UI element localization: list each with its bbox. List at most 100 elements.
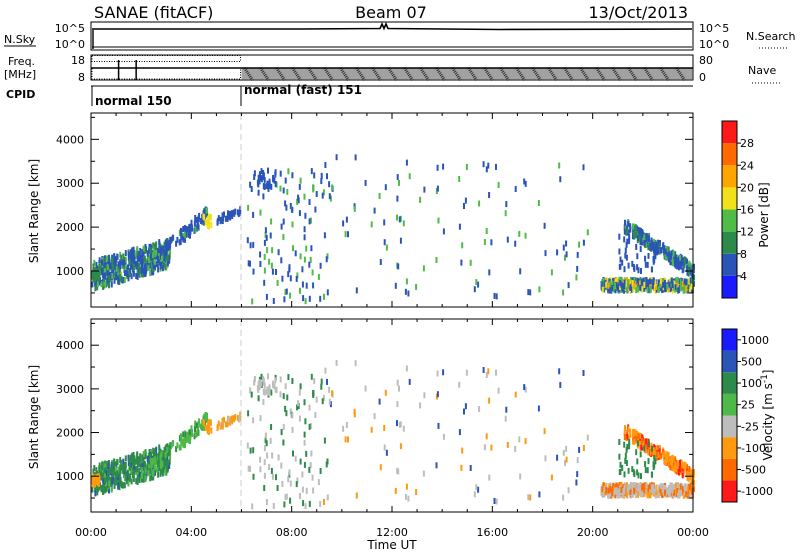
velocity-cell [170, 441, 173, 448]
power-cell [582, 239, 585, 246]
power-cell [121, 277, 124, 284]
velocity-cell [128, 457, 131, 463]
velocity-cell [122, 467, 125, 474]
power-cell [270, 262, 273, 269]
velocity-cell [666, 451, 668, 458]
velocity-cell [103, 477, 106, 484]
power-cell [437, 217, 440, 224]
power-cell [629, 226, 632, 233]
power-cell [180, 228, 183, 235]
velocity-cell [139, 472, 141, 479]
power-cell [150, 252, 153, 259]
nave-tick-top: 80 [699, 54, 713, 67]
velocity-cell [216, 425, 219, 432]
power-cell [524, 180, 527, 187]
power-cell [152, 269, 155, 276]
velocity-cell [120, 480, 123, 487]
power-cell [689, 286, 691, 293]
velocity-cell [193, 425, 196, 432]
velocity-cell [308, 423, 311, 430]
power-cell [641, 286, 644, 293]
velocity-cell [689, 482, 692, 489]
velocity-cell [308, 466, 311, 473]
velocity-cell [309, 423, 312, 429]
velocity-cell [154, 469, 156, 475]
velocity-cell [153, 464, 156, 471]
power-cell [674, 284, 677, 291]
velocity-cell [461, 447, 464, 454]
velocity-cell [673, 489, 675, 496]
power-cell [204, 219, 207, 226]
power-cell [482, 161, 485, 168]
power-cell [643, 240, 646, 247]
velocity-cell [619, 485, 622, 492]
power-cell [91, 281, 94, 288]
power-cell [131, 253, 134, 260]
velocity-cell [283, 501, 286, 508]
power-cell [621, 282, 624, 289]
power-cell [138, 262, 141, 269]
power-cell [688, 260, 691, 267]
power-cell [676, 276, 679, 283]
velocity-cell [676, 468, 678, 475]
power-cell [123, 277, 126, 284]
power-cell [397, 263, 400, 270]
velocity-cell [149, 475, 152, 482]
power-cell [611, 285, 614, 292]
power-cell [679, 278, 682, 285]
velocity-cell [312, 487, 315, 494]
velocity-cell [127, 470, 130, 477]
power-cell [623, 228, 626, 235]
velocity-cell [275, 474, 277, 481]
velocity-cell [289, 497, 292, 504]
power-cell [679, 254, 681, 261]
power-cell [618, 276, 621, 283]
velocity-cell [144, 468, 147, 475]
power-cell [298, 210, 301, 217]
power-cell [653, 249, 656, 256]
velocity-cell [289, 480, 292, 487]
velocity-cell [109, 467, 112, 474]
velocity-cell [161, 460, 164, 467]
power-cell [628, 278, 631, 285]
power-cell [615, 277, 618, 284]
power-ylabel: Slant Range [km] [27, 159, 41, 263]
velocity-cell [662, 452, 665, 459]
velocity-cell [422, 470, 425, 477]
x-tick-label-3: 12:00 [376, 526, 408, 539]
power-cell [271, 247, 274, 254]
velocity-cell [379, 464, 382, 471]
power-cell [204, 208, 207, 215]
power-cell [163, 255, 166, 262]
freq-nave-traces [91, 55, 693, 81]
velocity-cell [331, 390, 334, 397]
sky-tick-top-right: 10^5 [699, 22, 729, 35]
power-cell [625, 241, 628, 248]
velocity-cell [127, 480, 130, 487]
power-cell [289, 292, 292, 299]
velocity-cell [193, 433, 196, 440]
velocity-cell [623, 484, 626, 491]
power-cell [198, 212, 201, 219]
power-cell [117, 277, 120, 284]
power-cell [202, 213, 205, 220]
power-cell [141, 271, 143, 278]
velocity-cell [664, 489, 666, 496]
power-cell [670, 277, 673, 284]
power-cell [190, 219, 193, 226]
power-cell [142, 251, 145, 258]
velocity-cell [638, 441, 641, 447]
velocity-cell [312, 389, 315, 396]
power-cell [565, 251, 568, 258]
power-cell [91, 273, 94, 279]
power-cell [127, 275, 130, 282]
power-colorbar: 4 8 12 16 20 24 28 [721, 120, 754, 299]
velocity-cell [101, 484, 104, 491]
velocity-cell [263, 445, 266, 452]
power-cell [465, 163, 468, 170]
power-cell [188, 223, 191, 230]
velocity-cell [405, 365, 408, 372]
velocity-cell [144, 453, 147, 460]
velocity-cell [625, 492, 628, 499]
power-cell [383, 239, 386, 246]
